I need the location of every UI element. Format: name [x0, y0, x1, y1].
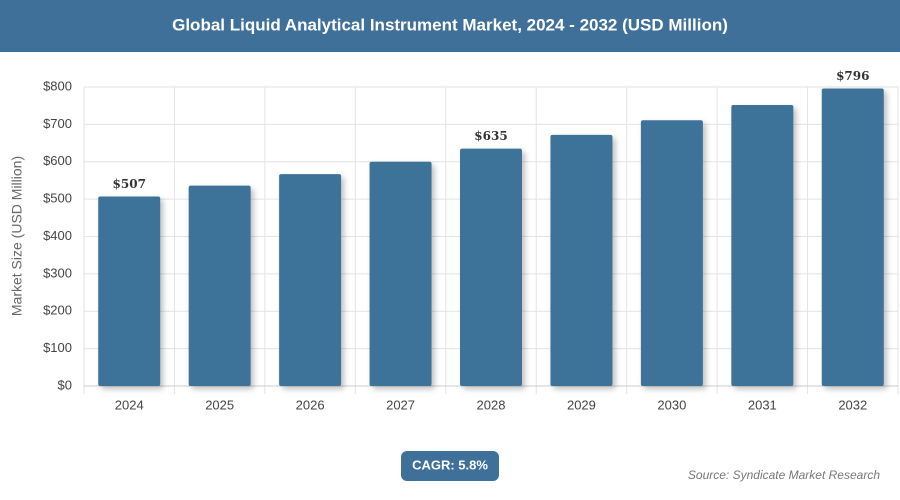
y-tick-label: $500: [43, 191, 72, 206]
x-tick-label: 2032: [838, 397, 867, 412]
x-tick-label: 2026: [296, 397, 325, 412]
bar: [98, 196, 161, 386]
x-tick-label: 2027: [386, 397, 415, 412]
y-tick-label: $300: [43, 265, 72, 280]
y-tick-label: $700: [43, 116, 72, 131]
chart-title: Global Liquid Analytical Instrument Mark…: [172, 15, 728, 34]
x-tick-label: 2025: [205, 397, 234, 412]
bar: [279, 174, 342, 386]
value-label: $507: [113, 177, 146, 191]
y-tick-label: $200: [43, 303, 72, 318]
x-tick-label: 2028: [477, 397, 506, 412]
x-tick-label: 2031: [748, 397, 777, 412]
cagr-badge: [401, 451, 499, 481]
cagr-label: CAGR: 5.8%: [412, 457, 488, 472]
y-tick-label: $800: [43, 78, 72, 93]
value-label: $796: [836, 69, 869, 83]
bar: [188, 185, 251, 386]
bar: [460, 148, 522, 386]
x-tick-label: 2030: [657, 397, 686, 412]
y-tick-label: $0: [58, 377, 72, 392]
bar: [640, 120, 703, 387]
x-tick-label: 2029: [567, 397, 596, 412]
y-tick-label: $600: [43, 153, 72, 168]
header-band: [0, 0, 900, 52]
bar: [821, 88, 884, 387]
y-tick-label: $100: [43, 340, 72, 355]
y-tick-label: $400: [43, 228, 72, 243]
value-label: $635: [474, 129, 507, 143]
y-axis-label: Market Size (USD Million): [9, 156, 25, 316]
bar: [369, 161, 432, 386]
source-note: Source: Syndicate Market Research: [688, 468, 880, 482]
x-tick-label: 2024: [115, 397, 144, 412]
bar: [731, 104, 794, 386]
bar: [550, 134, 613, 386]
